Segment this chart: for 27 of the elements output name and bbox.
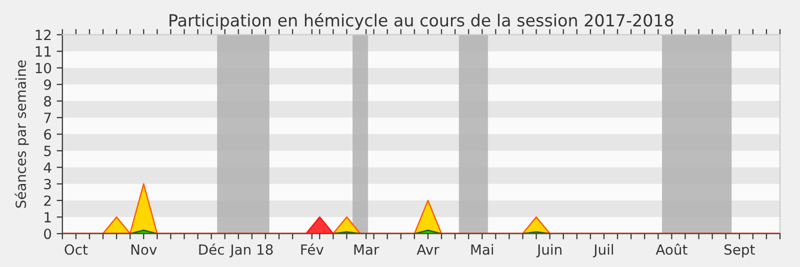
x-tick-label: Mai bbox=[471, 244, 493, 255]
x-tick-label: Juil bbox=[592, 244, 613, 258]
y-tick-label: 10 bbox=[36, 62, 52, 74]
y-tick-label: 12 bbox=[36, 30, 51, 40]
y-tick-label: 7 bbox=[44, 112, 51, 123]
y-tick-label: 6 bbox=[44, 129, 52, 140]
y-tick-label: 5 bbox=[44, 146, 51, 156]
x-tick-label: Sept bbox=[724, 244, 755, 258]
y-tick-label: 8 bbox=[44, 96, 52, 106]
x-tick-label: Juin bbox=[536, 244, 562, 258]
chart-title: Participation en hémicycle au cours de la session 2017-2018 bbox=[170, 13, 674, 30]
y-tick-label: 11 bbox=[36, 46, 51, 57]
x-tick-label: Fév bbox=[301, 243, 324, 255]
y-tick-label: 1 bbox=[44, 212, 51, 222]
x-tick-label: Jan 18 bbox=[229, 244, 273, 258]
y-axis-title: Séances par semaine bbox=[14, 60, 29, 208]
x-tick-label: Mar bbox=[354, 244, 380, 255]
y-tick-label: 4 bbox=[44, 162, 52, 173]
y-tick-label: 9 bbox=[44, 79, 52, 90]
x-tick-label: Avr bbox=[416, 244, 440, 255]
y-tick-label: 2 bbox=[44, 195, 51, 206]
y-tick-label: 3 bbox=[44, 178, 51, 190]
x-tick-label: Déc bbox=[199, 243, 224, 255]
y-tick-label: 0 bbox=[44, 228, 52, 240]
x-tick-label: Août bbox=[656, 243, 688, 255]
x-tick-label: Oct bbox=[64, 244, 88, 255]
x-tick-label: Nov bbox=[131, 244, 157, 255]
